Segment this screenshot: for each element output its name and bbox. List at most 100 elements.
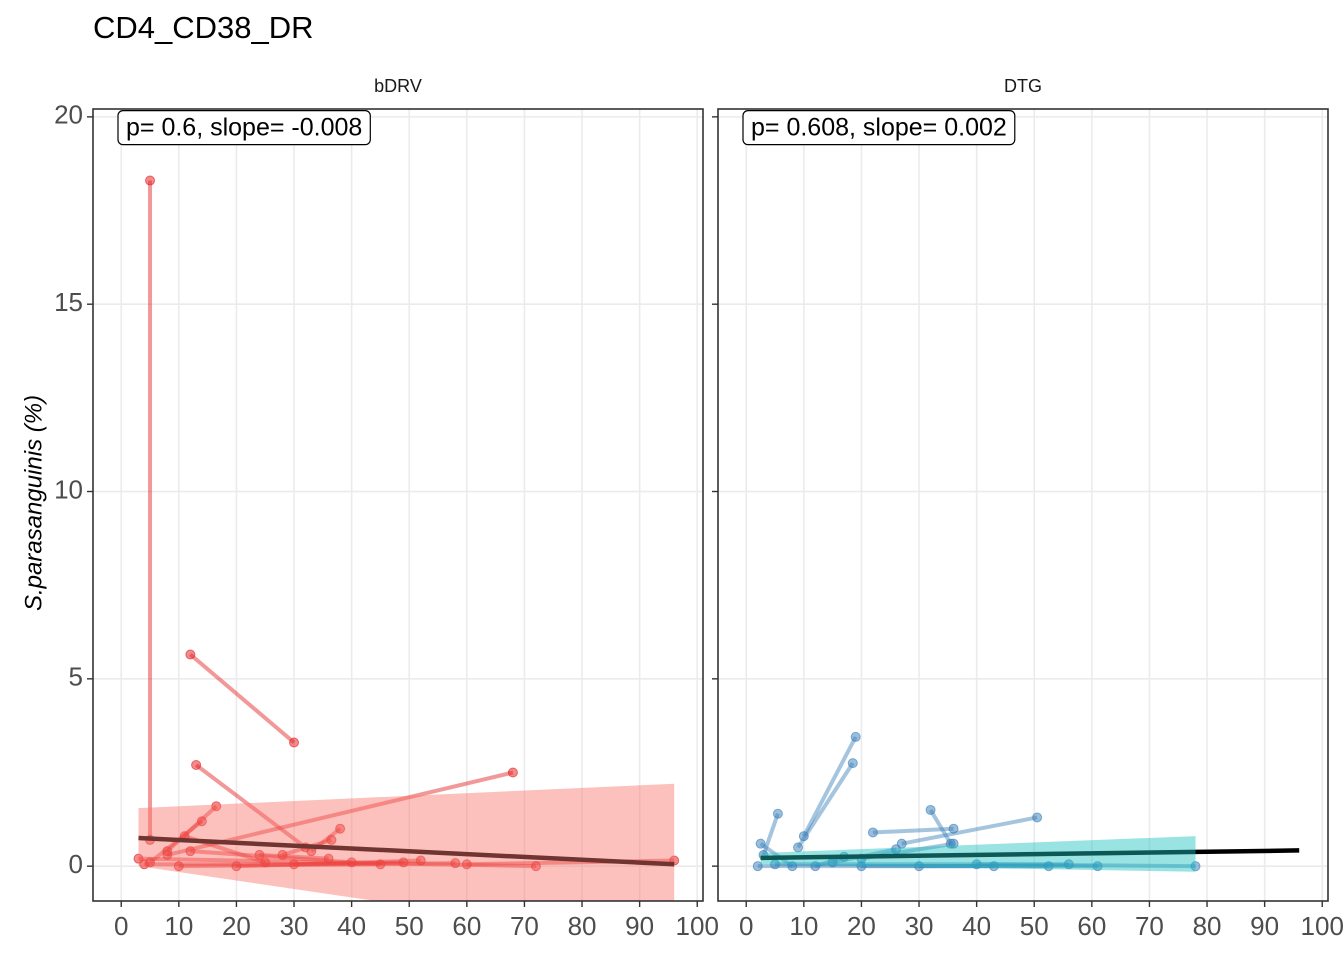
pair-line [901,815,1038,846]
point [398,857,409,868]
point [798,831,809,842]
point [173,861,184,872]
pair-line [178,861,456,869]
point [1032,812,1043,823]
pair-line [802,735,858,838]
point [450,858,461,869]
y-tick-label: 10 [54,474,83,504]
point [375,859,386,870]
pair-line [194,763,307,850]
point [326,834,337,845]
pair-line [872,826,954,835]
point [1063,859,1074,870]
point [530,861,541,872]
point [346,857,357,868]
y-tick-label: 0 [69,849,83,879]
pair-line [259,852,329,861]
point [752,861,763,872]
point [162,846,173,857]
point [856,861,867,872]
point [289,737,300,748]
annotation: p= 0.6, slope= -0.008 [126,114,362,142]
strip-label: DTG [1004,76,1042,96]
x-tick-label: 80 [568,911,597,941]
point [867,827,878,838]
x-tick-label: 60 [452,911,481,941]
panel-bg [718,109,1328,901]
confidence-band [760,836,1196,872]
point [231,861,242,872]
point [139,859,150,870]
y-tick-label: 5 [69,662,83,692]
annotation: p= 0.608, slope= 0.002 [751,114,1007,142]
point [850,731,861,742]
x-tick-label: 50 [395,911,424,941]
point [415,855,426,866]
point [925,804,936,815]
point [335,823,346,834]
strip-label: bDRV [374,76,422,96]
point [847,758,858,769]
x-tick-label: 50 [1020,911,1049,941]
point [260,857,271,868]
point [145,175,156,186]
panel-border [717,108,1329,902]
point [914,861,925,872]
pair-line [928,808,953,845]
confidence-band [138,783,675,901]
x-tick-label: 70 [510,911,539,941]
x-tick-label: 90 [1250,911,1279,941]
x-tick-label: 10 [164,911,193,941]
x-tick-label: 100 [676,911,719,941]
point [793,842,804,853]
fit-line [138,835,675,867]
point [277,849,288,860]
point [461,859,472,870]
x-tick-label: 30 [905,911,934,941]
pair-line [976,862,1196,869]
x-tick-label: 20 [847,911,876,941]
point [988,861,999,872]
point [289,859,300,870]
y-axis-label: S.parasanguinis (%) [20,395,47,611]
point [185,846,196,857]
x-tick-label: 30 [280,911,309,941]
point [971,859,982,870]
x-tick-label: 100 [1301,911,1344,941]
pair-line [165,804,218,853]
annotation-box [117,110,371,146]
plot-area [752,731,1300,872]
x-tick-label: 0 [114,911,128,941]
point [1043,861,1054,872]
point [1190,861,1201,872]
point [755,838,766,849]
x-tick-label: 90 [625,911,654,941]
panel-bg [93,109,703,901]
x-tick-label: 60 [1077,911,1106,941]
pair-line [759,842,794,868]
point [185,649,196,660]
point [948,823,959,834]
x-tick-label: 40 [962,911,991,941]
point [948,838,959,849]
point [211,801,222,812]
annotation-box [742,110,1016,146]
y-tick-label: 20 [54,100,83,130]
pair-line [761,813,780,856]
x-tick-label: 80 [1193,911,1222,941]
x-tick-label: 10 [789,911,818,941]
point [507,767,518,778]
point [772,808,783,819]
x-tick-label: 40 [337,911,366,941]
point [810,861,821,872]
x-tick-label: 0 [739,911,753,941]
chart-title: CD4_CD38_DR [93,10,314,45]
point [196,816,207,827]
y-tick-label: 15 [54,287,83,317]
point [1092,861,1103,872]
plot-area [133,175,680,901]
panel-border [92,108,704,902]
fit-line [760,848,1300,861]
point [254,849,265,860]
